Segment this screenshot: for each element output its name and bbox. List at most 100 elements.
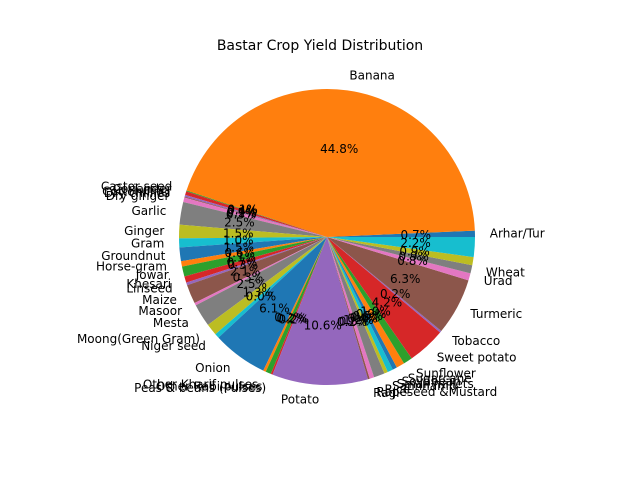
category-label-sunflower-32: Sunflower	[416, 366, 476, 380]
percent-label-banana-1: 44.8%	[320, 142, 358, 156]
pie-slice-linseed-14	[186, 237, 327, 286]
percent-label-dry-chillies-5: 0.1%	[226, 206, 257, 220]
pie-slice-gram-9	[179, 237, 327, 248]
percent-label-niger-seed-19: 0.0%	[246, 289, 277, 303]
percent-label-sugarcane-31: 0.9%	[356, 307, 387, 321]
pie-slice-ragi-25	[327, 237, 370, 380]
category-label-ragi-25: Ragi	[373, 386, 399, 400]
pie-slice-rice-27	[327, 237, 385, 378]
pie-slice-urad-36	[327, 237, 471, 281]
percent-label-other-rabi-pulses-22: 0.2%	[277, 312, 308, 326]
percent-label-cotton-lint-4: 0.2%	[226, 205, 257, 219]
pie-slice-ginger-8	[179, 224, 327, 239]
percent-label-linseed-14: 0.3%	[228, 258, 259, 272]
category-label-turmeric-35: Turmeric	[469, 307, 522, 321]
pie-slice-wheat-37	[327, 237, 473, 274]
percent-label-turmeric-35: 6.3%	[390, 272, 421, 286]
pie-slice-mesta-17	[195, 237, 327, 325]
category-label-maize-15: Maize	[142, 293, 177, 307]
pie-slice-other-kharif-pulses-21	[263, 237, 327, 372]
percent-label-sannhamp-28: 0.4%	[347, 311, 378, 325]
percent-label-tobacco-34: 0.2%	[380, 287, 411, 301]
pie-slice-sannhamp-28	[327, 237, 388, 374]
percent-label-sunflower-32: 1.0%	[360, 304, 391, 318]
category-label-tobacco-34: Tobacco	[451, 334, 500, 348]
category-label-coriander-3: Coriander	[113, 182, 172, 196]
category-label-horse-gram-11: Horse-gram	[96, 260, 167, 274]
percent-label-castor-seed-2: 0.1%	[227, 202, 258, 216]
percent-label-coriander-3: 0.4%	[227, 204, 258, 218]
pie-slice-turmeric-35	[327, 237, 469, 332]
percent-label-other-kharif-pulses-21: 0.2%	[274, 311, 305, 325]
category-label-rapeseed-mustard-26: Rapeseed &Mustard	[376, 385, 497, 399]
pie-slice-rapeseed-mustard-26	[327, 237, 375, 379]
category-label-dry-ginger-6: Dry ginger	[106, 189, 170, 203]
pie-slice-unlabeled-39	[327, 237, 475, 258]
percent-label-masoor-16: 0.3%	[233, 270, 264, 284]
percent-label-ginger-8: 1.5%	[223, 227, 254, 241]
category-label-khesari-13: Khesari	[126, 277, 171, 291]
pie-slice-sweet-potato-33	[327, 237, 441, 359]
category-label-arhar-tur-0: Arhar/Tur	[490, 227, 545, 241]
pie-slice-arhar-tur-0	[327, 230, 475, 237]
pie-slice-potato-24	[272, 237, 368, 386]
category-label-urad-36: Urad	[484, 274, 513, 288]
pie-slice-khesari-13	[184, 237, 327, 283]
category-label-sannhamp-28: Sannhamp	[392, 379, 456, 393]
percent-label-khesari-13: 0.7%	[227, 256, 258, 270]
category-label-garlic-7: Garlic	[131, 204, 166, 218]
pie-slice-tobacco-34	[327, 237, 442, 333]
pie-slice-sunflower-32	[327, 237, 412, 364]
pie-slice-unlabeled-38	[327, 237, 474, 266]
pie-slice-garlic-7	[179, 201, 327, 237]
category-labels: Arhar/Tur Banana Castor seedCorianderCotto…	[77, 69, 545, 407]
percent-label-groundnut-10: 1.5%	[224, 240, 255, 254]
category-label-soyabean-30: Soyabean	[402, 375, 461, 389]
category-label-masoor-16: Masoor	[138, 304, 182, 318]
category-label-niger-seed-19: Niger seed	[141, 339, 206, 353]
percent-label-moong-green-gram-18: 1.3%	[242, 286, 273, 300]
pie-slice-moong-green-gram-18	[207, 237, 327, 335]
category-label-moong-green-gram-18: Moong(Green Gram)	[77, 332, 200, 346]
category-label-groundnut-10: Groundnut	[101, 249, 165, 263]
category-label-other-kharif-pulses-21: Other Kharif pulses	[143, 378, 258, 392]
category-label-rice-27: Rice	[385, 382, 411, 396]
pie-slice-groundnut-10	[179, 237, 327, 262]
percent-label-wheat-37: 0.9%	[398, 249, 429, 263]
category-label-small-millets-29: Small millets	[397, 377, 474, 391]
category-label-linseed-14: Linseed	[126, 282, 172, 296]
chart-title: Bastar Crop Yield Distribution	[217, 38, 423, 54]
category-label-cotton-lint-4: Cotton(lint)	[102, 185, 170, 199]
pie-slice-soyabean-30	[327, 237, 397, 370]
category-label-wheat-37: Wheat	[486, 266, 525, 280]
percent-label-soyabean-30: 0.5%	[352, 309, 383, 323]
category-label-sweet-potato-33: Sweet potato	[437, 350, 517, 364]
percent-label-ragi-25: 0.2%	[337, 315, 368, 329]
pie-slice-peas-beans-pulses-23	[270, 237, 327, 375]
category-label-potato-24: Potato	[281, 393, 319, 407]
pie-slice-castor-seed-2	[186, 190, 327, 237]
pie-slice-jowar-12	[182, 237, 327, 277]
percent-labels: 0.7%44.8%0.1%0.4%0.2%0.1%0.5%2.5%1.5%1.0…	[223, 142, 431, 333]
category-label-dry-chillies-5: Dry chillies	[104, 186, 170, 200]
pie-slice-dry-ginger-6	[183, 197, 327, 237]
category-label-sugarcane-31: Sugarcane	[408, 371, 472, 385]
category-label-jowar-12: Jowar	[135, 268, 169, 282]
category-label-mesta-17: Mesta	[153, 316, 189, 330]
percent-label-arhar-tur-0: 0.7%	[401, 228, 432, 242]
percent-label-horse-gram-11: 0.6%	[224, 246, 255, 260]
category-label-other-rabi-pulses-22: Other Rabi pulses	[156, 379, 263, 393]
category-label-ginger-8: Ginger	[124, 224, 164, 238]
pie-slice-niger-seed-19	[215, 237, 327, 338]
percent-label-rapeseed-mustard-26: 0.5%	[339, 315, 370, 329]
percent-label-mesta-17: 2.5%	[236, 277, 267, 291]
pie-slice-horse-gram-11	[180, 237, 327, 267]
percent-label-peas-beans-pulses-23: 0.2%	[279, 312, 310, 326]
pie-slice-coriander-3	[185, 191, 327, 237]
percent-label-onion-20: 6.1%	[259, 302, 290, 316]
pie-slice-dry-chillies-5	[184, 196, 327, 237]
pie-slice-banana-1	[186, 89, 475, 237]
pie-slice-cotton-lint-4	[184, 194, 327, 237]
percent-label-unlabeled-38: 0.9%	[399, 245, 430, 259]
